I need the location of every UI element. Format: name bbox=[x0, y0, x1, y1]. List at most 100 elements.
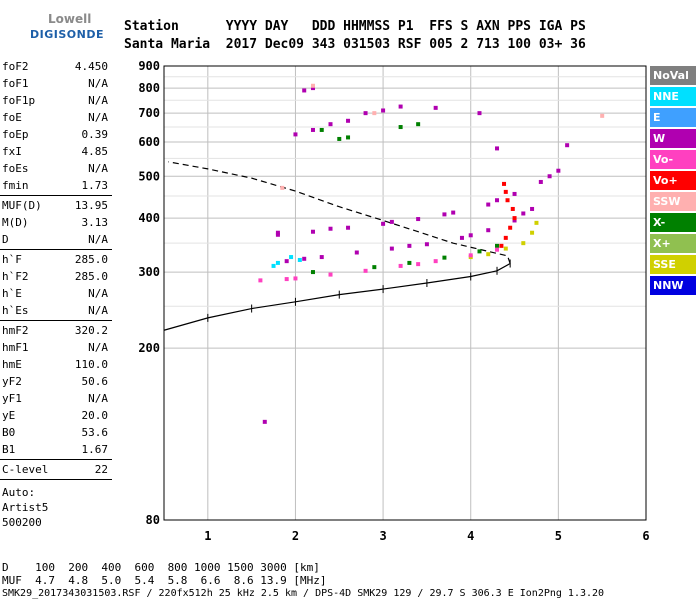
echo-point bbox=[486, 202, 491, 207]
param-value: 13.95 bbox=[74, 199, 108, 212]
y-tick-label: 900 bbox=[138, 59, 160, 73]
param-row: yF1 N/A bbox=[0, 390, 112, 407]
param-row: MUF(D) 13.95 bbox=[0, 197, 112, 214]
param-name: foEs bbox=[2, 162, 29, 175]
echo-point bbox=[275, 230, 280, 235]
autoscaling-info: Auto: Artist5 500200 bbox=[2, 485, 48, 530]
param-name: B0 bbox=[2, 426, 16, 439]
param-value: 3.13 bbox=[81, 216, 109, 229]
param-row: hmF2 320.2 bbox=[0, 322, 112, 339]
legend-item: W bbox=[650, 129, 696, 148]
echo-point bbox=[258, 278, 263, 283]
param-name: foF1p bbox=[2, 94, 36, 107]
echo-point bbox=[328, 272, 333, 277]
echo-point bbox=[468, 233, 473, 238]
y-tick-label: 600 bbox=[138, 135, 160, 149]
param-name: M(D) bbox=[2, 216, 29, 229]
param-value: 20.0 bbox=[81, 409, 109, 422]
param-row: foE N/A bbox=[0, 109, 112, 126]
echo-point bbox=[346, 135, 351, 140]
echo-point bbox=[293, 276, 298, 281]
param-name: foEp bbox=[2, 128, 29, 141]
echo-point bbox=[477, 249, 482, 254]
y-tick-label: 80 bbox=[146, 513, 160, 527]
echo-point bbox=[389, 246, 394, 251]
legend-item: NNW bbox=[650, 276, 696, 295]
param-name: hmF1 bbox=[2, 341, 29, 354]
param-name: foF2 bbox=[2, 60, 29, 73]
echo-point bbox=[310, 86, 315, 91]
profile-dashed-line bbox=[168, 161, 511, 264]
param-value: N/A bbox=[88, 304, 108, 317]
param-row: B1 1.67 bbox=[0, 441, 112, 458]
param-value: N/A bbox=[88, 94, 108, 107]
echo-point bbox=[512, 218, 517, 223]
echo-point bbox=[521, 241, 526, 246]
echo-point bbox=[310, 270, 315, 275]
echo-point bbox=[280, 185, 285, 190]
y-tick-label: 300 bbox=[138, 265, 160, 279]
parameter-panel: foF2 4.450 foF1 N/A foF1p N/A foE N/A foEp 0.39 fx… bbox=[0, 58, 112, 481]
x-tick-label: 3 bbox=[379, 529, 386, 543]
echo-point bbox=[538, 179, 543, 184]
auto-code: 500200 bbox=[2, 516, 42, 529]
param-row: D N/A bbox=[0, 231, 112, 248]
logo-digisonde: DIGISONDE bbox=[30, 28, 104, 41]
param-row: hmF1 N/A bbox=[0, 339, 112, 356]
param-row: foF2 4.450 bbox=[0, 58, 112, 75]
echo-point bbox=[284, 277, 289, 282]
echo-point bbox=[407, 243, 412, 248]
param-row: foF1 N/A bbox=[0, 75, 112, 92]
param-row: foEs N/A bbox=[0, 160, 112, 177]
legend-item: Vo+ bbox=[650, 171, 696, 190]
param-row: fmin 1.73 bbox=[0, 177, 112, 194]
echo-point bbox=[302, 256, 307, 261]
echo-point bbox=[468, 253, 473, 258]
echo-point bbox=[416, 262, 421, 267]
param-row: B0 53.6 bbox=[0, 424, 112, 441]
echo-point bbox=[512, 191, 517, 196]
header-labels: Station YYYY DAY DDD HHMMSS P1 FFS S AXN… bbox=[124, 19, 586, 34]
param-separator bbox=[0, 479, 112, 480]
muf-row: MUF 4.7 4.8 5.0 5.4 5.8 6.6 8.6 13.9 [MH… bbox=[2, 574, 327, 587]
x-tick-label: 5 bbox=[555, 529, 562, 543]
echo-point bbox=[346, 225, 351, 230]
param-name: h`F bbox=[2, 253, 22, 266]
echo-point bbox=[372, 265, 377, 270]
legend-item: X- bbox=[650, 213, 696, 232]
x-tick-label: 1 bbox=[204, 529, 211, 543]
param-value: 285.0 bbox=[74, 253, 108, 266]
echo-point bbox=[381, 108, 386, 113]
param-value: 1.73 bbox=[81, 179, 109, 192]
echo-point bbox=[433, 105, 438, 110]
echo-point bbox=[310, 229, 315, 234]
echo-point bbox=[556, 168, 561, 173]
param-row: h`F2 285.0 bbox=[0, 268, 112, 285]
param-name: yF2 bbox=[2, 375, 22, 388]
echo-point bbox=[328, 226, 333, 231]
param-value: N/A bbox=[88, 392, 108, 405]
param-value: N/A bbox=[88, 77, 108, 90]
echo-point bbox=[508, 225, 513, 230]
echo-point bbox=[337, 136, 342, 141]
echo-point bbox=[510, 206, 515, 211]
param-separator bbox=[0, 249, 112, 250]
param-row: h`F 285.0 bbox=[0, 251, 112, 268]
legend-item: E bbox=[650, 108, 696, 127]
param-row: foEp 0.39 bbox=[0, 126, 112, 143]
param-row: h`Es N/A bbox=[0, 302, 112, 319]
echo-point bbox=[530, 230, 535, 235]
echo-point bbox=[289, 255, 294, 260]
param-name: fmin bbox=[2, 179, 29, 192]
echo-point bbox=[459, 235, 464, 240]
echo-point bbox=[310, 83, 315, 88]
echo-point bbox=[398, 104, 403, 109]
echo-point bbox=[398, 263, 403, 268]
echo-point bbox=[534, 220, 539, 225]
param-row: C-level 22 bbox=[0, 461, 112, 478]
param-value: 0.39 bbox=[81, 128, 109, 141]
echo-point bbox=[503, 189, 508, 194]
param-name: h`F2 bbox=[2, 270, 29, 283]
echo-point bbox=[433, 259, 438, 264]
